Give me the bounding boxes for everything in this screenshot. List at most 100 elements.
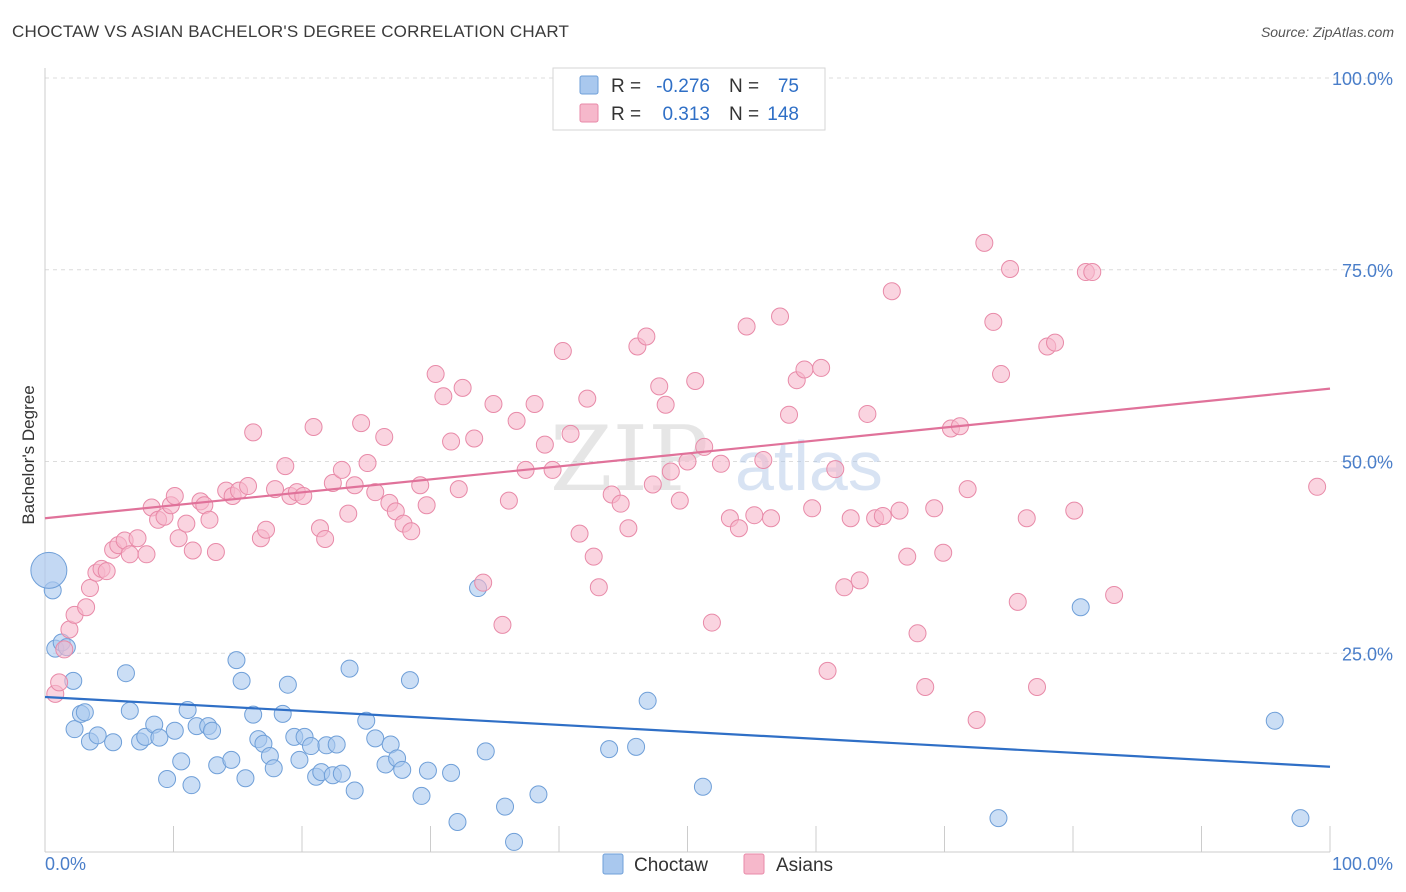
asians-point <box>858 404 877 423</box>
asians-point <box>762 509 781 528</box>
asians-point <box>803 499 822 518</box>
choctaw-point <box>222 750 241 769</box>
legend-r-value-asians: 0.313 <box>662 104 710 125</box>
choctaw-point <box>104 733 123 752</box>
bottom-legend-asians-label: Asians <box>776 855 833 876</box>
y-tick-label: 100.0% <box>1332 69 1393 89</box>
asians-point <box>711 454 730 473</box>
choctaw-point <box>165 721 184 740</box>
asians-point <box>366 483 385 502</box>
asians-point <box>183 541 202 560</box>
choctaw-point <box>88 726 107 745</box>
legend-n-value-asians: 148 <box>767 104 799 125</box>
choctaw-point <box>290 750 309 769</box>
legend-r-label-choctaw: R = <box>611 76 641 97</box>
x-tick-label-min: 0.0% <box>45 854 86 874</box>
chart-source: Source: ZipAtlas.com <box>1260 24 1394 40</box>
chart-title: CHOCTAW VS ASIAN BACHELOR'S DEGREE CORRE… <box>12 22 570 41</box>
asians-point <box>561 424 580 443</box>
asians-point <box>449 480 468 499</box>
asians-point <box>358 454 377 473</box>
choctaw-point <box>442 763 461 782</box>
asians-point <box>304 417 323 436</box>
choctaw-point <box>400 671 419 690</box>
asians-point <box>200 510 219 529</box>
asians-point <box>137 545 156 564</box>
x-tick-label-max: 100.0% <box>1332 854 1393 874</box>
choctaw-trend-line <box>44 695 1331 768</box>
asians-point <box>619 519 638 538</box>
asians-point <box>402 522 421 541</box>
legend-r-value-choctaw: -0.276 <box>656 76 710 97</box>
choctaw-point <box>278 675 297 694</box>
asians-point <box>257 520 276 539</box>
choctaw-point <box>505 832 524 851</box>
asians-point <box>916 677 935 696</box>
asians-point <box>244 423 263 442</box>
choctaw-point <box>418 761 437 780</box>
asians-point <box>650 377 669 396</box>
choctaw-point <box>172 752 191 771</box>
asians-point <box>316 529 335 548</box>
asians-swatch <box>579 103 599 123</box>
choctaw-point <box>366 729 385 748</box>
asians-point <box>729 519 748 538</box>
choctaw-point <box>232 671 251 690</box>
asians-point <box>882 282 901 301</box>
legend-n-value-choctaw: 75 <box>778 76 799 97</box>
asians-point <box>702 613 721 632</box>
choctaw-point <box>75 703 94 722</box>
asians-point <box>120 545 139 564</box>
asians-point <box>737 317 756 336</box>
asians-point <box>1008 592 1027 611</box>
asians-point <box>841 509 860 528</box>
asians-point <box>975 233 994 252</box>
asians-point <box>908 624 927 643</box>
asians-point <box>177 514 196 533</box>
asians-point <box>771 307 790 326</box>
y-tick-label: 50.0% <box>1342 453 1393 473</box>
asians-point <box>417 496 436 515</box>
choctaw-series <box>30 551 1310 851</box>
choctaw-point <box>638 691 657 710</box>
choctaw-point <box>30 551 68 589</box>
asians-point <box>266 480 285 499</box>
asians-point <box>1046 333 1065 352</box>
asians-point <box>1028 677 1047 696</box>
asians-point <box>656 395 675 414</box>
tick-labels: 100.0% 75.0% 50.0% 25.0% 0.0% 100.0% <box>45 69 1393 874</box>
choctaw-point <box>989 809 1008 828</box>
asians-point <box>97 562 116 581</box>
bottom-legend-choctaw-swatch <box>602 853 624 875</box>
legend-r-label-asians: R = <box>611 104 641 125</box>
choctaw-swatch <box>579 75 599 95</box>
asians-point <box>1017 509 1036 528</box>
bottom-legend: Choctaw Asians <box>602 853 833 876</box>
asians-point <box>925 499 944 518</box>
choctaw-point <box>1291 809 1310 828</box>
asians-point <box>493 615 512 634</box>
y-tick-label: 75.0% <box>1342 261 1393 281</box>
choctaw-point <box>150 728 169 747</box>
gridlines <box>45 77 1392 654</box>
asians-point <box>80 579 99 598</box>
bottom-legend-choctaw-label: Choctaw <box>634 855 708 876</box>
asians-point <box>812 358 831 377</box>
asians-point <box>584 547 603 566</box>
choctaw-point <box>158 770 177 789</box>
choctaw-point <box>693 777 712 796</box>
asians-point <box>323 473 342 492</box>
y-tick-label: 25.0% <box>1342 644 1393 664</box>
asians-point <box>442 432 461 451</box>
asians-point <box>686 371 705 390</box>
asians-point <box>992 365 1011 384</box>
choctaw-point <box>65 720 84 739</box>
asians-point <box>745 506 764 525</box>
asians-point <box>239 477 258 496</box>
asians-point <box>165 487 184 506</box>
asians-point <box>1083 263 1102 282</box>
asians-point <box>967 710 986 729</box>
asians-point <box>670 491 689 510</box>
asians-point <box>578 389 597 408</box>
asians-point <box>643 475 662 494</box>
